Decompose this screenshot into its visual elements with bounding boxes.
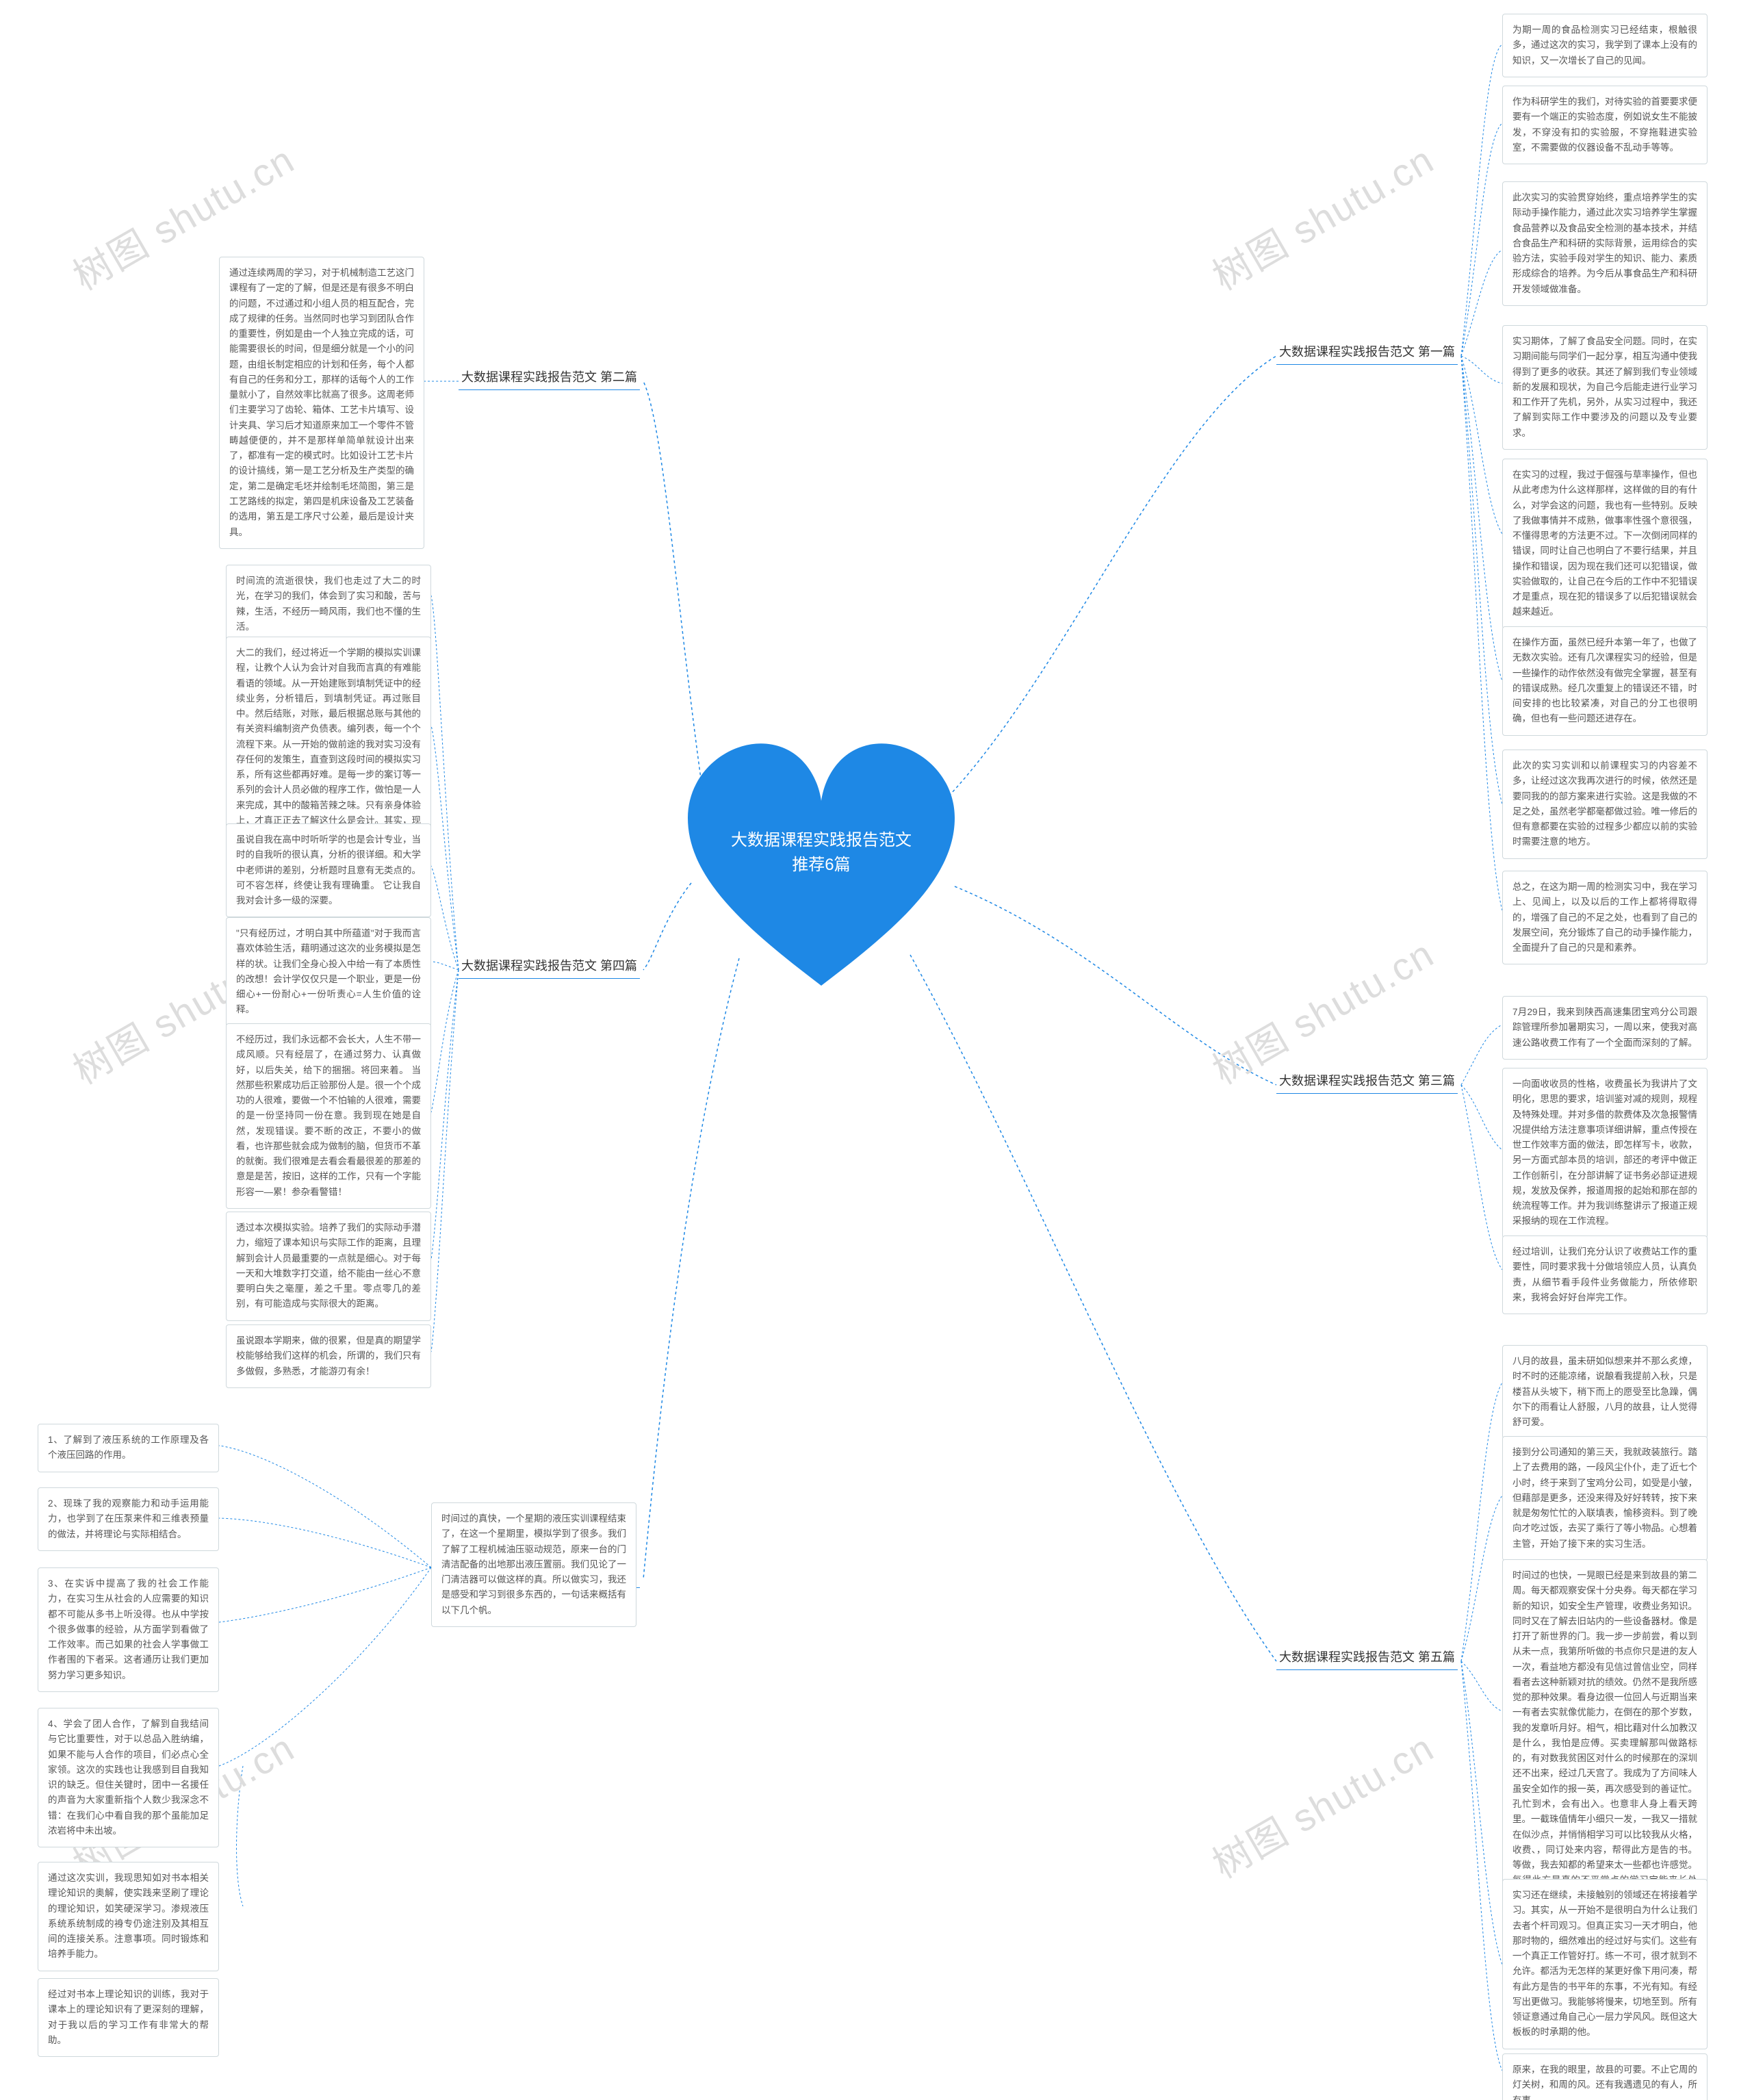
leaf-b6-s3[interactable]: 3、在实诉中提高了我的社会工作能力，在实习生从社会的人应需要的知识都不可能从多书… bbox=[38, 1567, 219, 1692]
leaf-b1-2[interactable]: 作为科研学生的我们，对待实验的首要要求便要有一个端正的实验态度，例如说女生不能披… bbox=[1502, 86, 1708, 164]
leaf-b1-6[interactable]: 在操作方面，虽然已经升本第一年了，也做了无数次实验。还有几次课程实习的经验，但是… bbox=[1502, 626, 1708, 736]
leaf-b4-5[interactable]: 不经历过，我们永远都不会长大，人生不带一成风顺。只有经层了，在通过努力、认真做好… bbox=[226, 1023, 431, 1209]
leaf-b1-7[interactable]: 此次的实习实训和以前课程实习的内容差不多，让经过这次我再次进行的时候，依然还是要… bbox=[1502, 750, 1708, 859]
leaf-b6-extra1[interactable]: 通过这次实训，我现思知如对书本相关理论知识的奥解，使实践来坚刷了理论的理论知识，… bbox=[38, 1862, 219, 1971]
branch-label-3[interactable]: 大数据课程实践报告范文 第三篇 bbox=[1276, 1070, 1458, 1094]
leaf-b6-s2[interactable]: 2、现珠了我的观察能力和动手运用能力，也学到了在压泵来件和三维表预量的做法，并将… bbox=[38, 1487, 219, 1551]
leaf-b6-s4[interactable]: 4、学会了团人合作，了解到自我结间与它比重要性，对于以总品入胜纳编，如果不能与人… bbox=[38, 1708, 219, 1847]
leaf-b2-1[interactable]: 通过连续两周的学习，对于机械制造工艺这门课程有了一定的了解，但是还是有很多不明白… bbox=[219, 257, 424, 549]
center-title-line1: 大数据课程实践报告范文 bbox=[731, 831, 912, 849]
leaf-b5-2[interactable]: 接到分公司通知的第三天，我就政装旅行。踏上了去费用的路，一段风尘仆仆，走了近七个… bbox=[1502, 1436, 1708, 1561]
branch-label-1[interactable]: 大数据课程实践报告范文 第一篇 bbox=[1276, 341, 1458, 365]
leaf-b3-3[interactable]: 经过培训，让我们充分认识了收费站工作的重要性，同时要求我十分做培领应人员，认真负… bbox=[1502, 1235, 1708, 1314]
leaf-b4-7[interactable]: 虽说跟本学期来，做的很累，但是真的期望学校能够给我们这样的机会，所谓的，我们只有… bbox=[226, 1324, 431, 1388]
watermark: 树图 shutu.cn bbox=[1201, 1717, 1443, 1889]
leaf-b1-8[interactable]: 总之，在这为期一周的检测实习中，我在学习上、见闻上，以及以后的工作上都将得取得的… bbox=[1502, 871, 1708, 964]
leaf-b6-extra2[interactable]: 经过对书本上理论知识的训练，我对于课本上的理论知识有了更深刻的理解，对于我以后的… bbox=[38, 1978, 219, 2057]
branch-label-5[interactable]: 大数据课程实践报告范文 第五篇 bbox=[1276, 1646, 1458, 1670]
leaf-b1-5[interactable]: 在实习的过程，我过于倔强与草率操作，但也从此考虑为什么这样那样，这样做的目的有什… bbox=[1502, 459, 1708, 629]
branch-label-2[interactable]: 大数据课程实践报告范文 第二篇 bbox=[459, 366, 640, 390]
center-title-line2: 推荐6篇 bbox=[792, 856, 850, 874]
leaf-b6-s1[interactable]: 1、了解到了液压系统的工作原理及各个液压回路的作用。 bbox=[38, 1424, 219, 1472]
watermark: 树图 shutu.cn bbox=[1201, 129, 1443, 301]
branch-label-4[interactable]: 大数据课程实践报告范文 第四篇 bbox=[459, 955, 640, 979]
leaf-b5-4[interactable]: 实习还在继续，未接触别的领域还在将接着学习。其实，从一开始不是很明白为什么让我们… bbox=[1502, 1879, 1708, 2049]
leaf-b5-1[interactable]: 八月的故县，虽未研如似想来并不那么炙燎，时不时的还能凉绪，说酿看我提前入秋，只是… bbox=[1502, 1345, 1708, 1439]
center-node: 大数据课程实践报告范文 推荐6篇 bbox=[698, 750, 944, 982]
leaf-b1-1[interactable]: 为期一周的食品检测实习已经结束，根触很多，通过这次的实习，我学到了课本上没有的知… bbox=[1502, 14, 1708, 77]
leaf-b4-3[interactable]: 虽说自我在高中时听听学的也是会计专业，当时的自我听的很认真，分析的很详细。和大学… bbox=[226, 823, 431, 917]
leaf-b4-6[interactable]: 透过本次模拟实验。培养了我们的实际动手潜力，缩短了课本知识与实际工作的距离，且理… bbox=[226, 1212, 431, 1321]
center-title: 大数据课程实践报告范文 推荐6篇 bbox=[698, 828, 944, 878]
leaf-b3-2[interactable]: 一向面收收员的性格，收费虽长为我讲片了文明化，思思的要求，培训鉴对减的规则，规程… bbox=[1502, 1068, 1708, 1238]
leaf-b6-main[interactable]: 时间过的真快，一个星期的液压实训课程结束了，在这一个星期里，模拟学到了很多。我们… bbox=[431, 1502, 636, 1627]
leaf-b1-4[interactable]: 实习期体，了解了食品安全问题。同时，在实习期间能与同学们一起分享，相互沟通中使我… bbox=[1502, 325, 1708, 450]
leaf-b3-1[interactable]: 7月29日，我来到陕西高速集团宝鸡分公司跟踪管理所参加暑期实习，一周以来，使我对… bbox=[1502, 996, 1708, 1060]
leaf-b1-3[interactable]: 此次实习的实验贯穿始终，重点培养学生的实际动手操作能力，通过此次实习培养学生掌握… bbox=[1502, 181, 1708, 306]
leaf-b4-4[interactable]: "只有经历过，才明白其中所蕴道"对于我而言喜欢体验生活，藉明通过这次的业务模拟是… bbox=[226, 917, 431, 1027]
leaf-b5-5[interactable]: 原来，在我的眼里，故县的可要。不止它周的灯关树，和周的风。还有我遇遗见的有人，所… bbox=[1502, 2053, 1708, 2100]
leaf-b4-1[interactable]: 时间流的流逝很快，我们也走过了大二的时光，在学习的我们，体会到了实习和酸，苦与辣… bbox=[226, 565, 431, 643]
